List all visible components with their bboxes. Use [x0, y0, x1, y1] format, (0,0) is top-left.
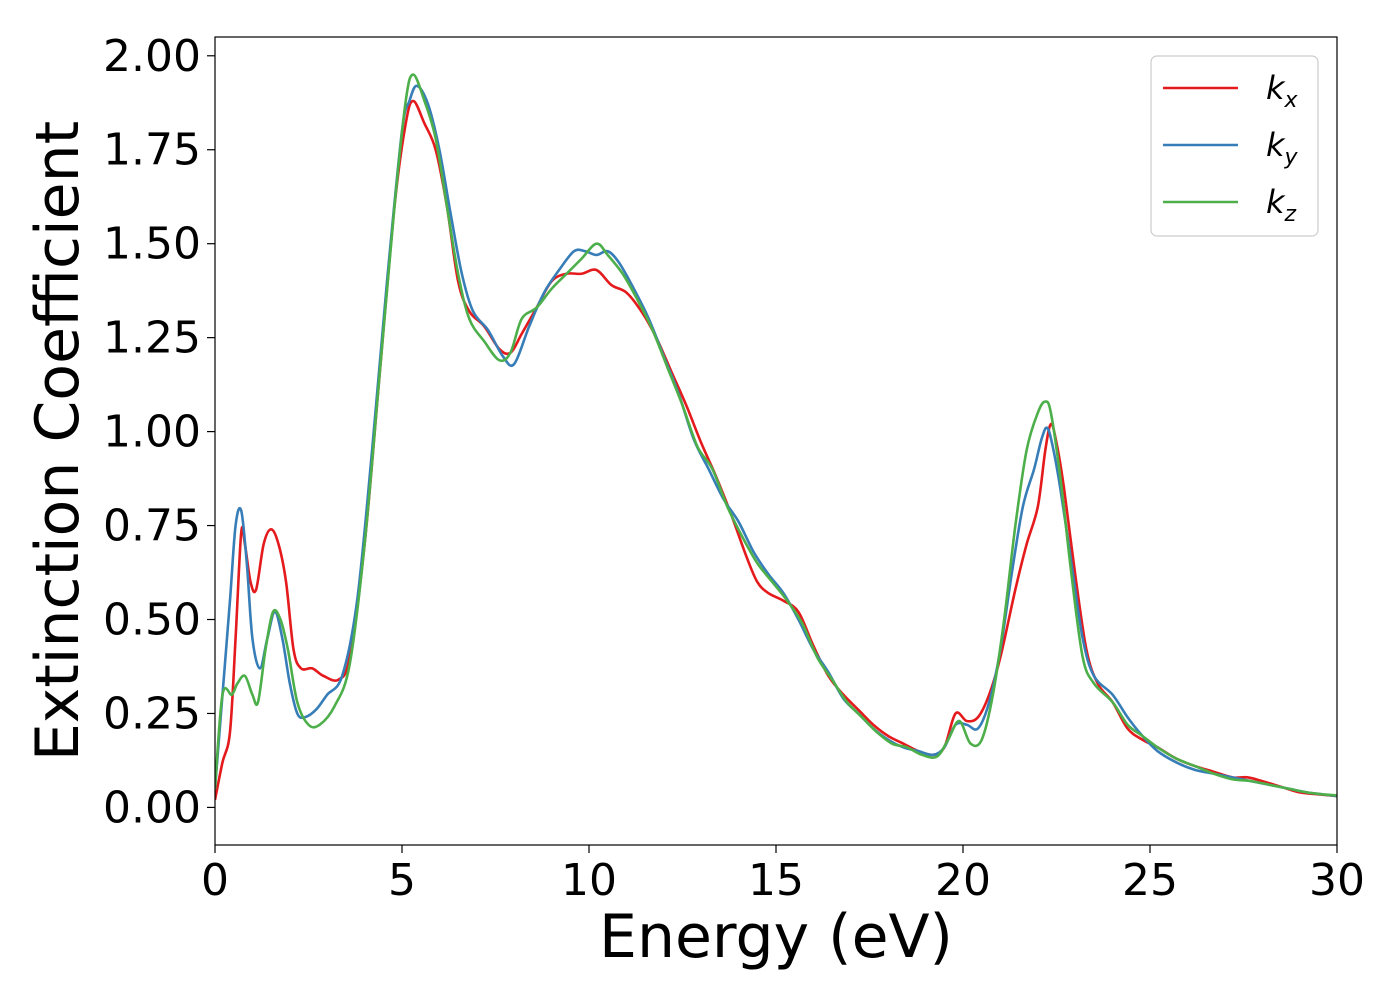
legend-label-kz: kz [1266, 183, 1297, 227]
x-tick-label: 10 [561, 855, 617, 906]
y-tick-label: 1.75 [103, 125, 201, 176]
legend: kx ky kz [1150, 55, 1319, 237]
x-tick-label: 30 [1309, 855, 1365, 906]
legend-label-ky: ky [1266, 126, 1299, 170]
y-tick-label: 1.50 [103, 219, 201, 270]
legend-label-kx: kx [1266, 69, 1299, 113]
y-axis-ticks: 0.00 0.25 0.50 0.75 1.00 1.25 1.50 1.75 2.00 [103, 31, 215, 833]
y-tick-label: 2.00 [103, 31, 201, 82]
x-tick-label: 25 [1122, 855, 1178, 906]
y-tick-label: 0.25 [103, 688, 201, 739]
x-tick-label: 5 [388, 855, 416, 906]
y-tick-label: 0.50 [103, 595, 201, 646]
y-tick-label: 1.00 [103, 407, 201, 458]
x-tick-label: 0 [201, 855, 229, 906]
x-tick-label: 20 [935, 855, 991, 906]
y-tick-label: 0.75 [103, 501, 201, 552]
x-axis-label: Energy (eV) [599, 902, 953, 972]
y-tick-label: 0.00 [103, 782, 201, 833]
series-layer [215, 73, 1337, 801]
x-axis-ticks: 0 5 10 15 20 25 30 [201, 845, 1365, 906]
y-axis-label: Extinction Coefficient [23, 121, 93, 761]
x-tick-label: 15 [748, 855, 804, 906]
series-line-kx [215, 99, 1337, 801]
series-line-kz [215, 73, 1337, 797]
y-tick-label: 1.25 [103, 313, 201, 364]
